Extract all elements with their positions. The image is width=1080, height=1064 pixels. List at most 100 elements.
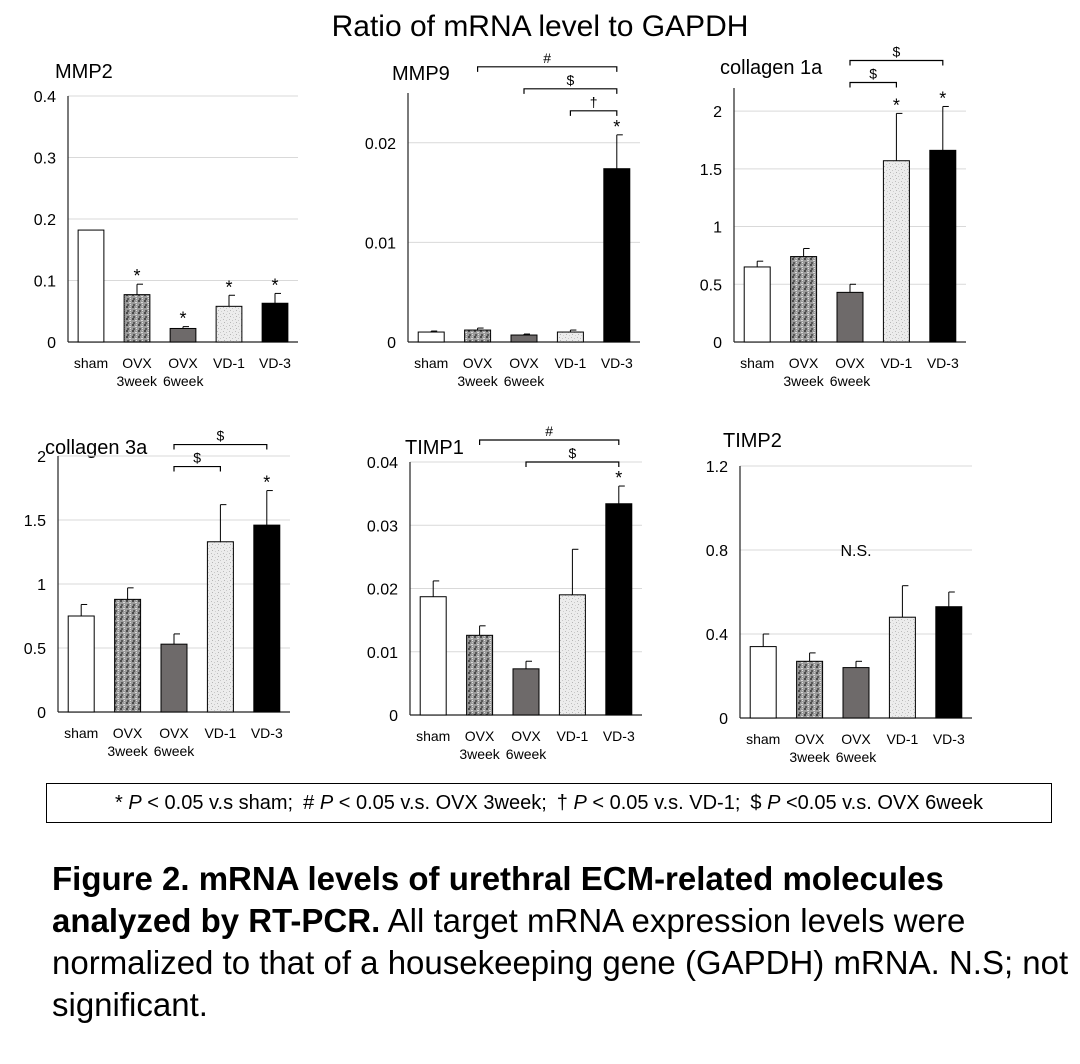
y-tick-label: 0 — [37, 705, 46, 722]
y-tick-label: 1.5 — [700, 162, 722, 179]
bar-vd-3 — [605, 503, 633, 716]
bracket-symbol: $ — [569, 445, 577, 461]
x-tick-label: VD-1 — [204, 725, 236, 741]
significance-bracket: $ — [173, 450, 221, 472]
x-sublabel: 6week — [504, 373, 545, 389]
x-tick-label: OVX — [795, 731, 825, 747]
chart-panel-1: MMP9 0 0.01 0.02 sham OVX OVX VD-1 * VD-3 3week 6we… — [365, 50, 640, 389]
legend-item-ovx6: $ P <0.05 v.s. OVX 6week — [750, 791, 983, 814]
significance-star: * — [263, 473, 270, 493]
significance-bracket: $ — [525, 445, 620, 468]
x-tick-label: OVX — [841, 731, 871, 747]
x-tick-label: sham — [74, 355, 108, 371]
bar-vd-3 — [929, 149, 957, 343]
x-tick-label: OVX — [168, 355, 198, 371]
legend-item-sham: * P < 0.05 v.s sham; — [115, 791, 294, 814]
x-tick-label: OVX — [122, 355, 152, 371]
chart-title: TIMP1 — [405, 437, 464, 459]
y-tick-label: 1 — [713, 220, 722, 237]
bar-ovx-6week — [836, 291, 864, 343]
significance-star: * — [179, 309, 186, 329]
bar-vd-1 — [558, 594, 586, 716]
x-tick-label: VD-3 — [603, 728, 635, 744]
bracket-symbol: $ — [869, 65, 877, 81]
caption-bold: Figure 2. mRNA levels of urethral ECM-re… — [52, 860, 944, 939]
y-tick-label: 0.4 — [706, 627, 728, 644]
chart-panel-4: TIMP1 0 0.01 0.02 0.03 0.04 sham OVX OVX VD-1 * VD-… — [367, 423, 642, 762]
chart-panel-3: collagen 3a 0 0.5 1 1.5 2 sham OVX OVX VD-1 * VD-3 3… — [24, 428, 290, 759]
x-tick-label: VD-3 — [251, 725, 283, 741]
bar-ovx-3week — [464, 329, 492, 343]
x-tick-label: OVX — [465, 728, 495, 744]
y-tick-label: 1.2 — [706, 459, 728, 476]
x-tick-label: sham — [414, 355, 448, 371]
bar-chart-grid: MMP2 0 0.1 0.2 0.3 0.4 sham * OVX * OVX * VD-1 * VD-3 3… — [24, 43, 972, 765]
bar-sham — [419, 596, 447, 716]
bar-ovx-3week — [123, 294, 151, 343]
y-tick-label: 1.5 — [24, 513, 46, 530]
significance-bracket: $ — [173, 428, 268, 450]
bracket-symbol: $ — [567, 72, 575, 88]
x-tick-label: OVX — [509, 355, 539, 371]
bar-vd-3 — [253, 524, 281, 713]
y-tick-label: 0.2 — [34, 212, 56, 229]
bar-vd-1 — [882, 160, 910, 343]
x-tick-label: VD-1 — [886, 731, 918, 747]
bracket-symbol: # — [543, 50, 551, 66]
y-tick-label: 0.02 — [365, 136, 396, 153]
x-tick-label: VD-1 — [213, 355, 245, 371]
bar-ovx-6week — [169, 327, 197, 343]
bar-sham — [743, 266, 771, 343]
chart-title: collagen 1a — [720, 57, 823, 79]
x-tick-label: sham — [740, 355, 774, 371]
x-tick-label: OVX — [159, 725, 189, 741]
significance-bracket: # — [479, 423, 620, 446]
chart-title: collagen 3a — [45, 437, 148, 459]
significance-star: * — [225, 277, 232, 297]
bar-sham — [77, 229, 105, 343]
x-sublabel: 6week — [836, 749, 877, 765]
legend-item-ovx3: # P < 0.05 v.s. OVX 3week; — [303, 791, 547, 814]
y-tick-label: 0.3 — [34, 151, 56, 168]
x-tick-label: VD-3 — [601, 355, 633, 371]
x-tick-label: OVX — [113, 725, 143, 741]
y-tick-label: 0.01 — [365, 235, 396, 252]
chart-title: MMP9 — [392, 63, 450, 85]
bracket-symbol: $ — [217, 428, 225, 444]
y-tick-label: 0.1 — [34, 274, 56, 291]
x-sublabel: 6week — [830, 373, 871, 389]
y-tick-label: 0 — [389, 708, 398, 725]
bracket-symbol: $ — [193, 450, 201, 466]
x-sublabel: 3week — [789, 749, 830, 765]
significance-star: * — [615, 468, 622, 488]
bracket-symbol: $ — [893, 43, 901, 59]
x-tick-label: VD-3 — [927, 355, 959, 371]
significance-star: * — [133, 266, 140, 286]
y-tick-label: 0 — [713, 335, 722, 352]
x-sublabel: 3week — [117, 373, 158, 389]
y-tick-label: 0.5 — [700, 277, 722, 294]
bar-sham — [417, 331, 445, 343]
bracket-symbol: † — [590, 94, 598, 110]
y-tick-label: 2 — [713, 104, 722, 121]
y-tick-label: 0 — [47, 335, 56, 352]
x-tick-label: VD-3 — [259, 355, 291, 371]
y-tick-label: 0.02 — [367, 582, 398, 599]
bar-vd-1 — [215, 305, 243, 343]
bar-sham — [67, 615, 95, 713]
significance-bracket: $ — [523, 72, 618, 94]
significance-bracket: # — [477, 50, 618, 72]
y-tick-label: 0 — [719, 711, 728, 728]
bar-ovx-3week — [114, 598, 142, 713]
chart-note: N.S. — [840, 543, 871, 560]
significance-star: * — [271, 275, 278, 295]
bar-vd-1 — [556, 331, 584, 343]
bar-ovx-3week — [466, 634, 494, 716]
bar-vd-1 — [888, 616, 916, 719]
bar-vd-3 — [261, 302, 289, 343]
x-tick-label: OVX — [463, 355, 493, 371]
significance-legend: * P < 0.05 v.s sham; # P < 0.05 v.s. OVX… — [46, 783, 1052, 823]
y-tick-label: 0 — [387, 335, 396, 352]
bar-ovx-3week — [796, 660, 824, 719]
y-tick-label: 0.04 — [367, 455, 398, 472]
